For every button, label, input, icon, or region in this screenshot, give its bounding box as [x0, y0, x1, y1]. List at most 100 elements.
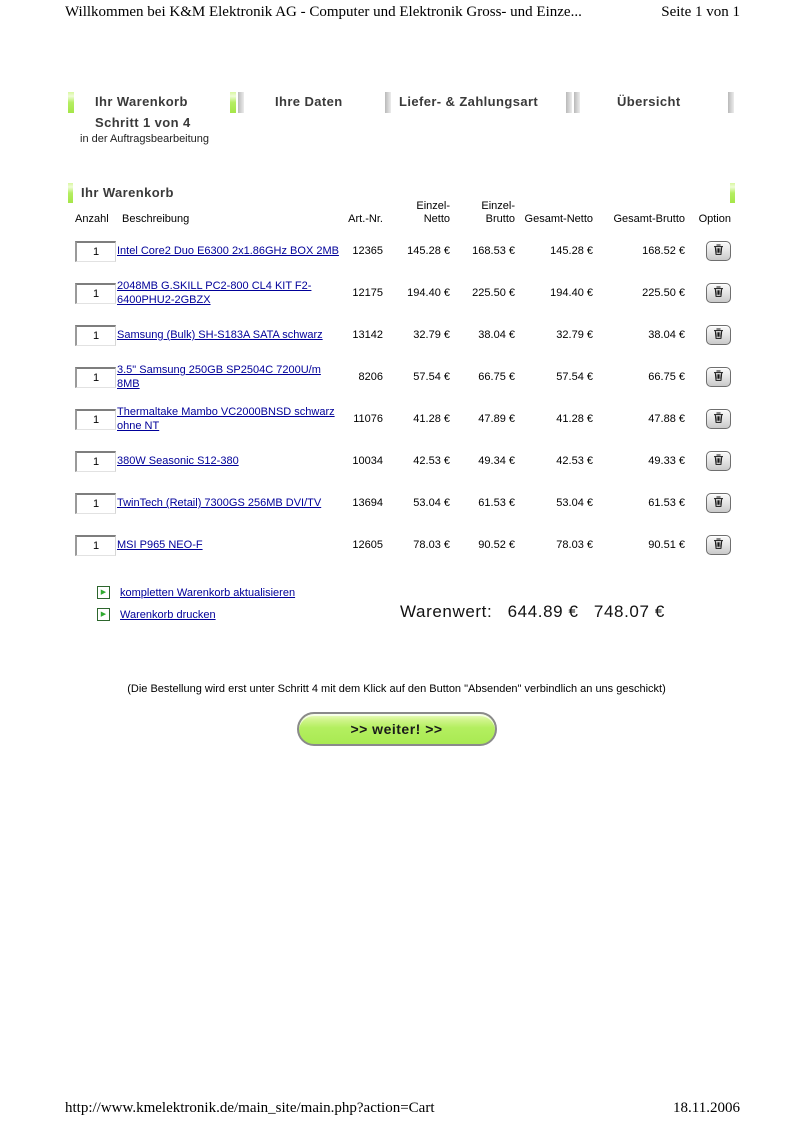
product-link[interactable]: TwinTech (Retail) 7300GS 256MB DVI/TV: [117, 497, 322, 509]
delete-item-button[interactable]: [706, 493, 731, 513]
step-divider-bar: [238, 92, 244, 113]
total-gross-value: 748.07 €: [593, 602, 665, 621]
product-cell: 380W Seasonic S12-380: [117, 440, 345, 482]
col-anzahl: Anzahl: [75, 213, 109, 225]
tab-warenkorb[interactable]: Ihr Warenkorb: [95, 94, 188, 109]
delete-item-button[interactable]: [706, 535, 731, 555]
col-artnr: Art.-Nr.: [348, 213, 383, 225]
step-indicator-bar: [68, 92, 74, 113]
artnr-cell: 11076: [353, 413, 383, 425]
quantity-cell: [75, 524, 117, 566]
delete-item-button[interactable]: [706, 409, 731, 429]
product-link[interactable]: Intel Core2 Duo E6300 2x1.86GHz BOX 2MB: [117, 245, 339, 257]
option-cell: [685, 482, 731, 524]
product-link[interactable]: Samsung (Bulk) SH-S183A SATA schwarz: [117, 329, 323, 341]
einzel-netto-cell: 53.04 €: [413, 497, 450, 509]
quantity-input[interactable]: [75, 366, 116, 388]
gesamt-brutto-cell: 47.88 €: [648, 413, 685, 425]
product-link[interactable]: Thermaltake Mambo VC2000BNSD schwarz ohn…: [117, 406, 335, 432]
option-cell: [685, 356, 731, 398]
table-header-row: Anzahl Beschreibung Art.-Nr. Einzel- Net…: [75, 200, 731, 230]
delete-item-button[interactable]: [706, 367, 731, 387]
quantity-input[interactable]: [75, 534, 116, 556]
table-row: Intel Core2 Duo E6300 2x1.86GHz BOX 2MB …: [75, 230, 731, 272]
trash-icon: [712, 285, 725, 301]
col-einzel-brutto: Einzel- Brutto: [481, 200, 515, 225]
step-note: in der Auftragsbearbeitung: [80, 133, 210, 145]
einzel-brutto-cell: 49.34 €: [478, 455, 515, 467]
quantity-input[interactable]: [75, 240, 116, 262]
step-divider-bar: [385, 92, 391, 113]
continue-button[interactable]: >> weiter! >>: [296, 712, 497, 746]
quantity-input[interactable]: [75, 492, 116, 514]
gesamt-brutto-cell: 168.52 €: [642, 245, 685, 257]
gesamt-brutto-cell: 66.75 €: [648, 371, 685, 383]
tab-liefer-zahlungsart[interactable]: Liefer- & Zahlungsart: [399, 94, 539, 109]
gesamt-netto-cell: 145.28 €: [550, 245, 593, 257]
product-cell: Samsung (Bulk) SH-S183A SATA schwarz: [117, 314, 345, 356]
option-cell: [685, 524, 731, 566]
quantity-input[interactable]: [75, 282, 116, 304]
cart-total: Warenwert: 644.89 € 748.07 €: [400, 602, 675, 622]
order-note: (Die Bestellung wird erst unter Schritt …: [127, 683, 666, 695]
option-cell: [685, 314, 731, 356]
step-divider-bar: [728, 92, 734, 113]
col-option: Option: [698, 213, 731, 225]
einzel-netto-cell: 194.40 €: [407, 287, 450, 299]
quantity-cell: [75, 314, 117, 356]
col-gesamt-netto: Gesamt-Netto: [524, 213, 593, 225]
einzel-brutto-cell: 66.75 €: [478, 371, 515, 383]
option-cell: [685, 272, 731, 314]
cart-table: Anzahl Beschreibung Art.-Nr. Einzel- Net…: [75, 200, 731, 566]
product-link[interactable]: 2048MB G.SKILL PC2-800 CL4 KIT F2-6400PH…: [117, 280, 312, 306]
table-row: 2048MB G.SKILL PC2-800 CL4 KIT F2-6400PH…: [75, 272, 731, 314]
delete-item-button[interactable]: [706, 325, 731, 345]
quantity-input[interactable]: [75, 450, 116, 472]
quantity-input[interactable]: [75, 324, 116, 346]
action-row: ▶ kompletten Warenkorb aktualisieren: [97, 586, 295, 599]
quantity-input[interactable]: [75, 408, 116, 430]
gesamt-brutto-cell: 90.51 €: [648, 539, 685, 551]
tab-uebersicht[interactable]: Übersicht: [617, 94, 681, 109]
product-link[interactable]: MSI P965 NEO-F: [117, 539, 203, 551]
tab-ihre-daten[interactable]: Ihre Daten: [275, 94, 343, 109]
gesamt-netto-cell: 42.53 €: [556, 455, 593, 467]
update-cart-link[interactable]: kompletten Warenkorb aktualisieren: [120, 586, 296, 599]
trash-icon: [712, 411, 725, 427]
play-arrow-icon: ▶: [97, 586, 110, 599]
trash-icon: [712, 537, 725, 553]
table-row: Samsung (Bulk) SH-S183A SATA schwarz 131…: [75, 314, 731, 356]
section-accent-bar: [68, 183, 73, 203]
product-cell: Intel Core2 Duo E6300 2x1.86GHz BOX 2MB: [117, 230, 345, 272]
gesamt-netto-cell: 78.03 €: [556, 539, 593, 551]
delete-item-button[interactable]: [706, 241, 731, 261]
col-einzel-netto: Einzel- Netto: [416, 200, 450, 225]
trash-icon: [712, 243, 725, 259]
quantity-cell: [75, 230, 117, 272]
einzel-brutto-cell: 61.53 €: [478, 497, 515, 509]
delete-item-button[interactable]: [706, 451, 731, 471]
einzel-brutto-cell: 38.04 €: [478, 329, 515, 341]
gesamt-netto-cell: 194.40 €: [550, 287, 593, 299]
option-cell: [685, 440, 731, 482]
einzel-brutto-cell: 168.53 €: [472, 245, 515, 257]
quantity-cell: [75, 356, 117, 398]
product-cell: MSI P965 NEO-F: [117, 524, 345, 566]
trash-icon: [712, 369, 725, 385]
delete-item-button[interactable]: [706, 283, 731, 303]
einzel-netto-cell: 145.28 €: [407, 245, 450, 257]
print-cart-link[interactable]: Warenkorb drucken: [120, 608, 216, 621]
table-row: MSI P965 NEO-F 12605 78.03 € 90.52 € 78.…: [75, 524, 731, 566]
gesamt-brutto-cell: 38.04 €: [648, 329, 685, 341]
einzel-netto-cell: 57.54 €: [413, 371, 450, 383]
product-cell: 2048MB G.SKILL PC2-800 CL4 KIT F2-6400PH…: [117, 272, 345, 314]
cart-table-body: Intel Core2 Duo E6300 2x1.86GHz BOX 2MB …: [75, 230, 731, 566]
product-link[interactable]: 380W Seasonic S12-380: [117, 455, 239, 467]
einzel-brutto-cell: 47.89 €: [478, 413, 515, 425]
artnr-cell: 10034: [352, 455, 383, 467]
gesamt-brutto-cell: 61.53 €: [648, 497, 685, 509]
artnr-cell: 12365: [352, 245, 383, 257]
product-link[interactable]: 3.5" Samsung 250GB SP2504C 7200U/m 8MB: [117, 364, 321, 390]
action-row: ▶ Warenkorb drucken: [97, 608, 295, 621]
gesamt-brutto-cell: 49.33 €: [648, 455, 685, 467]
